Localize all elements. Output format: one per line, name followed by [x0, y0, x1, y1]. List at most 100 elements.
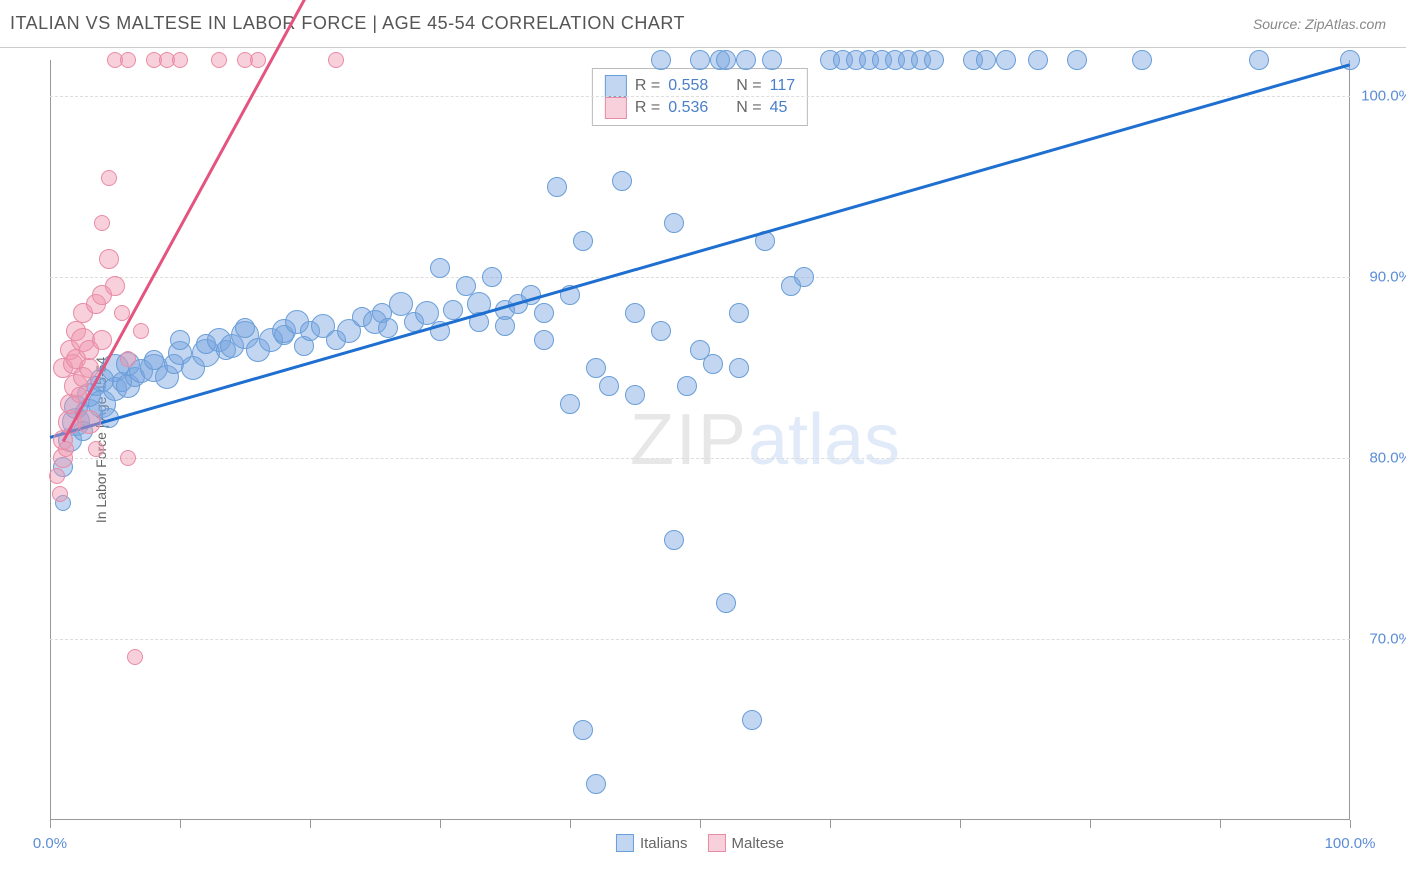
- x-tick: [1090, 820, 1091, 828]
- data-point: [716, 593, 736, 613]
- data-point: [924, 50, 944, 70]
- data-point: [120, 450, 136, 466]
- data-point: [729, 358, 749, 378]
- watermark: ZIPatlas: [630, 399, 900, 481]
- data-point: [211, 52, 227, 68]
- x-tick: [960, 820, 961, 828]
- data-point: [573, 231, 593, 251]
- gridline: [50, 96, 1350, 97]
- legend-n-label: N =: [736, 77, 761, 95]
- legend-swatch: [616, 834, 634, 852]
- data-point: [651, 50, 671, 70]
- data-point: [482, 267, 502, 287]
- data-point: [729, 303, 749, 323]
- data-point: [120, 52, 136, 68]
- series-legend-label: Italians: [640, 835, 688, 852]
- data-point: [703, 354, 723, 374]
- legend-n-value: 117: [770, 77, 796, 95]
- legend-swatch: [708, 834, 726, 852]
- x-tick: [310, 820, 311, 828]
- data-point: [996, 50, 1016, 70]
- chart-header: ITALIAN VS MALTESE IN LABOR FORCE | AGE …: [0, 0, 1406, 48]
- data-point: [77, 410, 101, 434]
- y-tick-label: 100.0%: [1361, 88, 1406, 105]
- data-point: [172, 52, 188, 68]
- legend-r-label: R =: [635, 99, 660, 117]
- data-point: [101, 170, 117, 186]
- legend-r-label: R =: [635, 77, 660, 95]
- y-tick-label: 90.0%: [1369, 269, 1406, 286]
- data-point: [170, 330, 190, 350]
- gridline: [50, 639, 1350, 640]
- x-tick: [570, 820, 571, 828]
- series-legend-item: Italians: [616, 834, 688, 852]
- data-point: [534, 330, 554, 350]
- data-point: [133, 323, 149, 339]
- data-point: [976, 50, 996, 70]
- data-point: [430, 258, 450, 278]
- series-legend: Italians Maltese: [616, 834, 784, 852]
- x-tick: [1350, 820, 1351, 828]
- data-point: [651, 321, 671, 341]
- data-point: [94, 215, 110, 231]
- legend-r-value: 0.536: [668, 99, 708, 117]
- data-point: [105, 276, 125, 296]
- source-attribution: Source: ZipAtlas.com: [1253, 16, 1386, 32]
- data-point: [736, 50, 756, 70]
- data-point: [1132, 50, 1152, 70]
- scatter-plot-area: In Labor Force | Age 45-54 ZIPatlas R =0…: [50, 60, 1350, 820]
- data-point: [742, 710, 762, 730]
- x-tick: [1220, 820, 1221, 828]
- series-legend-label: Maltese: [732, 835, 785, 852]
- gridline: [50, 277, 1350, 278]
- data-point: [599, 376, 619, 396]
- data-point: [547, 177, 567, 197]
- data-point: [328, 52, 344, 68]
- data-point: [716, 50, 736, 70]
- data-point: [762, 50, 782, 70]
- legend-n-label: N =: [736, 99, 761, 117]
- y-tick-label: 80.0%: [1369, 450, 1406, 467]
- gridline: [50, 458, 1350, 459]
- data-point: [443, 300, 463, 320]
- data-point: [625, 303, 645, 323]
- data-point: [560, 394, 580, 414]
- data-point: [664, 530, 684, 550]
- data-point: [1067, 50, 1087, 70]
- data-point: [495, 316, 515, 336]
- data-point: [92, 330, 112, 350]
- data-point: [612, 171, 632, 191]
- data-point: [88, 441, 104, 457]
- watermark-atlas: atlas: [748, 400, 900, 480]
- y-tick-label: 70.0%: [1369, 631, 1406, 648]
- legend-row: R = 0.536 N = 45: [605, 97, 795, 119]
- data-point: [586, 774, 606, 794]
- legend-n-value: 45: [770, 99, 788, 117]
- data-point: [794, 267, 814, 287]
- data-point: [79, 358, 99, 378]
- x-tick-label: 0.0%: [33, 835, 67, 852]
- data-point: [534, 303, 554, 323]
- data-point: [664, 213, 684, 233]
- data-point: [58, 441, 74, 457]
- x-tick: [830, 820, 831, 828]
- x-tick: [50, 820, 51, 828]
- data-point: [625, 385, 645, 405]
- data-point: [1028, 50, 1048, 70]
- data-point: [690, 50, 710, 70]
- y-axis-left: [50, 60, 51, 820]
- x-tick: [700, 820, 701, 828]
- data-point: [49, 468, 65, 484]
- data-point: [52, 486, 68, 502]
- data-point: [127, 649, 143, 665]
- data-point: [586, 358, 606, 378]
- data-point: [120, 351, 136, 367]
- data-point: [99, 249, 119, 269]
- data-point: [677, 376, 697, 396]
- x-tick-label: 100.0%: [1325, 835, 1376, 852]
- data-point: [573, 720, 593, 740]
- data-point: [378, 318, 398, 338]
- data-point: [250, 52, 266, 68]
- legend-swatch: [605, 75, 627, 97]
- y-axis-right: [1349, 60, 1350, 820]
